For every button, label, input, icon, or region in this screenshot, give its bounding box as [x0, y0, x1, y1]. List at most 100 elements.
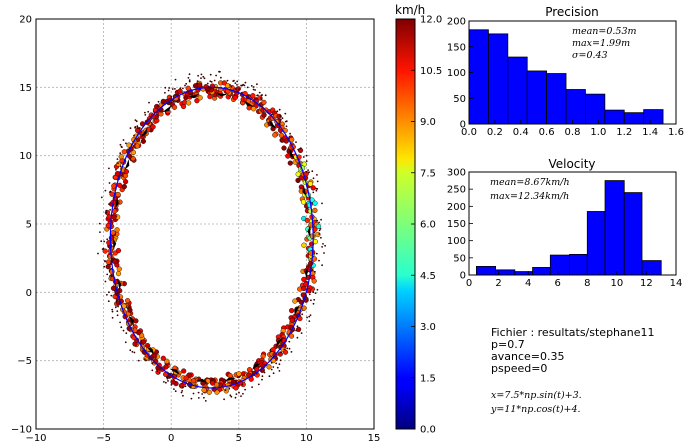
direction-arrow [117, 278, 122, 291]
direction-arrow [215, 92, 228, 97]
noise-point [200, 73, 203, 76]
noise-point [204, 400, 207, 402]
track-point [315, 223, 322, 230]
noise-point [136, 125, 139, 128]
noise-point [145, 359, 147, 362]
histogram-bar [488, 33, 509, 125]
track-point [110, 285, 117, 291]
track-point [130, 156, 136, 162]
direction-arrow [124, 159, 130, 171]
direction-arrow [269, 119, 277, 129]
noise-point [252, 86, 255, 88]
noise-point [120, 326, 123, 329]
noise-point [321, 264, 323, 267]
noise-point [119, 165, 122, 168]
noise-point [156, 370, 159, 373]
noise-point [158, 371, 161, 374]
direction-arrow [196, 378, 208, 383]
track-point [186, 100, 192, 106]
colorbar-tick-label: 10.5 [420, 66, 442, 77]
noise-point [173, 388, 175, 390]
noise-point [288, 340, 291, 343]
noise-point [261, 94, 263, 96]
y-tick-label: 10 [19, 151, 32, 162]
info-p: p=0.7 [491, 338, 525, 351]
x-tick-label: 4 [525, 278, 531, 289]
noise-point [185, 82, 188, 85]
noise-point [284, 120, 287, 123]
track-point [181, 368, 187, 374]
histogram-bar [623, 112, 645, 125]
noise-point [174, 88, 176, 90]
noise-point [275, 362, 278, 365]
noise-point [115, 300, 118, 302]
noise-point [188, 73, 191, 76]
track-point [164, 358, 170, 364]
direction-arrow [224, 377, 236, 382]
info-pspeed: pspeed=0 [491, 362, 547, 375]
y-tick-label: 50 [453, 94, 466, 105]
noise-point [98, 222, 101, 225]
noise-point [180, 391, 183, 394]
noise-point [319, 228, 322, 230]
noise-point [316, 188, 319, 190]
noise-point [213, 79, 216, 82]
track-point [110, 230, 116, 236]
track-point [285, 153, 291, 159]
x-tick-label: 10 [300, 433, 313, 444]
noise-point [300, 332, 303, 334]
y-tick-label: 15 [19, 83, 32, 94]
y-tick-label: 0 [26, 288, 32, 299]
noise-point [174, 390, 177, 393]
noise-point [279, 359, 282, 362]
noise-point [104, 260, 106, 262]
track-point [191, 378, 197, 384]
x-tick-label: −5 [96, 433, 111, 444]
track-point [123, 169, 130, 175]
track-point [197, 82, 203, 88]
noise-point [144, 120, 147, 123]
noise-point [260, 97, 262, 99]
noise-point [244, 388, 247, 391]
velocity-histogram: Velocity 0 2 4 6 8 10 12 14 0 50 100 150 200 250 300 m… [447, 157, 682, 289]
noise-point [270, 113, 273, 116]
noise-point [200, 77, 202, 79]
noise-point [107, 300, 110, 303]
noise-point [197, 391, 200, 394]
x-tick-label: 0 [466, 278, 472, 289]
x-tick-label: 1.6 [668, 127, 684, 138]
noise-point [281, 117, 284, 120]
track-point [111, 208, 118, 214]
noise-point [218, 70, 220, 73]
noise-point [182, 394, 184, 397]
noise-point [229, 394, 232, 397]
y-tick-label: 100 [447, 236, 466, 247]
x-tick-label: 8 [584, 278, 590, 289]
noise-point [240, 395, 242, 397]
noise-point [283, 348, 286, 351]
noise-point [122, 329, 125, 332]
track-point [150, 113, 156, 119]
noise-point [105, 209, 108, 212]
track-point [121, 149, 127, 155]
noise-point [318, 233, 321, 235]
noise-point [190, 397, 193, 400]
noise-point [197, 397, 200, 399]
colorbar-tick-label: 4.5 [420, 271, 436, 282]
noise-point [174, 78, 177, 81]
x-tick-label: 0.8 [565, 127, 581, 138]
track-point [287, 160, 293, 166]
noise-point [314, 270, 316, 273]
noise-point [316, 174, 318, 176]
noise-point [164, 86, 167, 89]
track-point [207, 93, 213, 100]
track-point [232, 94, 238, 101]
noise-point [111, 308, 114, 311]
y-tick-label: 150 [447, 219, 466, 230]
noise-point [238, 88, 240, 91]
track-point [301, 285, 307, 292]
colorbar-tick-label: 1.5 [420, 373, 436, 384]
x-tick-label: 0 [168, 433, 174, 444]
noise-point [308, 320, 311, 322]
colorbar-title: km/h [395, 3, 425, 17]
